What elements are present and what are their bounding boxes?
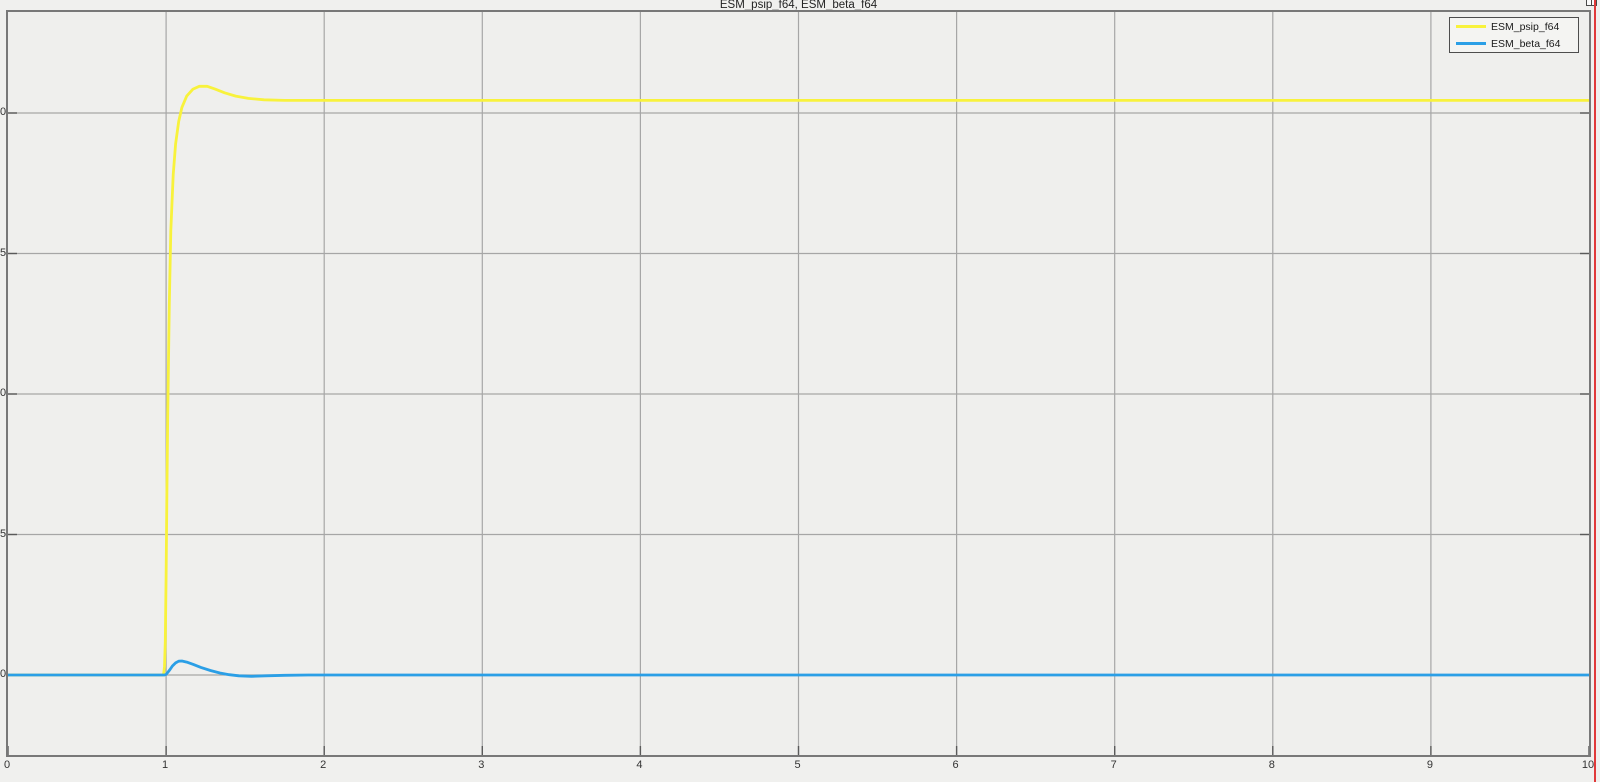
x-tick-label: 3 xyxy=(478,759,485,771)
psip-line-swatch xyxy=(1456,25,1486,28)
beta-line-swatch xyxy=(1456,42,1486,45)
x-tick-label: 0 xyxy=(3,759,11,771)
series-line-beta xyxy=(8,659,1589,678)
y-tick-label: 0 xyxy=(0,668,7,680)
x-tick-label: 9 xyxy=(1426,759,1433,771)
y-tick-label: 5 xyxy=(0,527,7,540)
x-tick-label: 2 xyxy=(320,759,327,771)
y-tick-label: 5 xyxy=(0,246,7,259)
red-edge-line xyxy=(1594,0,1596,782)
series-line-psip xyxy=(8,84,1589,677)
x-tick-label: 8 xyxy=(1268,759,1275,771)
corner-widget-icon xyxy=(1586,0,1597,6)
corner-widget-bar xyxy=(1591,0,1592,5)
y-tick-label: 0 xyxy=(0,387,7,399)
x-tick-label: 4 xyxy=(636,759,643,771)
x-tick-label: 5 xyxy=(794,759,801,771)
x-tick-label: 1 xyxy=(162,759,169,771)
legend-item-psip[interactable]: ESM_psip_f64 xyxy=(1450,19,1578,35)
x-tick-label: 7 xyxy=(1110,759,1117,771)
legend[interactable]: ESM_psip_f64 ESM_beta_f64 xyxy=(1449,17,1579,53)
plot-canvas[interactable] xyxy=(8,12,1589,755)
x-tick-label: 6 xyxy=(952,759,959,771)
plot-title: ESM_psip_f64, ESM_beta_f64 xyxy=(719,0,878,11)
legend-item-beta[interactable]: ESM_beta_f64 xyxy=(1450,36,1578,52)
y-tick-label: 0 xyxy=(0,106,7,118)
legend-label-beta: ESM_beta_f64 xyxy=(1491,37,1561,50)
legend-label-psip: ESM_psip_f64 xyxy=(1491,20,1560,33)
x-tick-label: 10 xyxy=(1581,759,1595,771)
plot-area[interactable] xyxy=(6,10,1591,757)
